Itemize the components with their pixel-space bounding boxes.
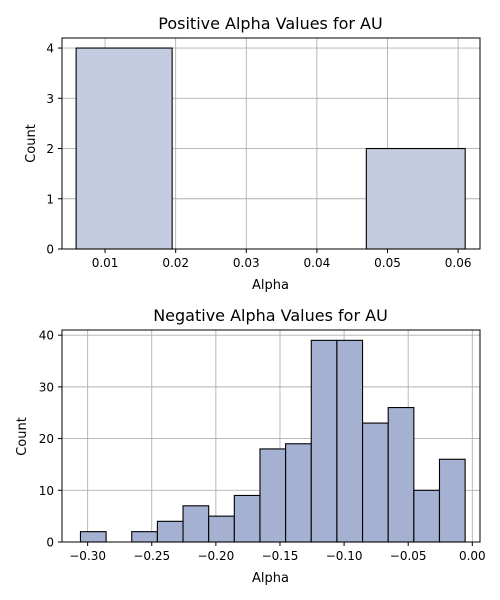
y-tick-label: 30 [39, 380, 54, 394]
histogram-bar [131, 531, 158, 543]
plot-area-frame [61, 37, 481, 250]
histogram-bar [182, 505, 210, 543]
histogram-bar [387, 407, 415, 543]
histogram-bar [75, 47, 173, 250]
negative-alpha-chart: Negative Alpha Values for AU −0.30 −0.25−… [15, 306, 486, 586]
histogram-bar [156, 520, 184, 543]
histogram-bar [208, 515, 235, 543]
histogram-bars [79, 339, 466, 543]
histogram-bar [413, 489, 441, 543]
positive-alpha-chart: Positive Alpha Values for AU 0.01 0.02 0.0… [24, 14, 481, 293]
histogram-bar [233, 494, 261, 543]
y-tick-label: 20 [39, 432, 54, 446]
x-axis-label: Alpha [252, 278, 289, 293]
histogram-bar [336, 339, 364, 543]
x-ticks: 0.01 0.02 0.03 0.04 0.05 0.06 [92, 249, 472, 270]
chart-title: Positive Alpha Values for AU [158, 14, 382, 33]
x-tick-label: 0.06 [445, 256, 472, 270]
x-tick-label: −0.10 [326, 549, 363, 563]
y-tick-label: 10 [39, 484, 54, 498]
x-tick-label: 0.01 [92, 256, 119, 270]
y-ticks: 0 10 20 30 40 [39, 329, 62, 550]
y-tick-label: 40 [39, 329, 54, 343]
x-tick-label: −0.05 [390, 549, 427, 563]
x-tick-label: −0.20 [197, 549, 234, 563]
y-tick-label: 4 [46, 42, 54, 56]
histogram-bar [365, 147, 466, 250]
x-tick-label: 0.02 [162, 256, 189, 270]
plot-area-frame [61, 329, 481, 543]
y-tick-label: 2 [46, 142, 54, 156]
y-tick-label: 0 [46, 243, 54, 257]
y-axis-label: Count [15, 417, 30, 456]
histogram-bar [438, 458, 466, 543]
histogram-bar [259, 448, 287, 543]
histogram-bar [285, 443, 312, 543]
y-tick-label: 3 [46, 92, 54, 106]
x-tick-label: −0.15 [262, 549, 299, 563]
x-tick-label: 0.04 [304, 256, 331, 270]
x-axis-label: Alpha [252, 571, 289, 586]
x-tick-label: 0.05 [374, 256, 401, 270]
histogram-bar [310, 339, 338, 543]
chart-title: Negative Alpha Values for AU [153, 306, 388, 325]
x-tick-label: 0.03 [233, 256, 260, 270]
y-tick-label: 1 [46, 192, 54, 206]
histogram-bar [79, 531, 107, 543]
y-tick-label: 0 [46, 536, 54, 550]
histogram-bars [75, 47, 466, 250]
x-tick-label: 0.00 [459, 549, 486, 563]
x-tick-label: −0.30 [69, 549, 106, 563]
x-ticks: −0.30 −0.25 −0.20 −0.15 −0.10 −0.05 0.00 [69, 542, 486, 563]
y-axis-label: Count [24, 124, 39, 163]
y-ticks: 0 1 2 3 4 [46, 42, 62, 257]
x-tick-label: −0.25 [133, 549, 170, 563]
histogram-bar [361, 422, 389, 543]
